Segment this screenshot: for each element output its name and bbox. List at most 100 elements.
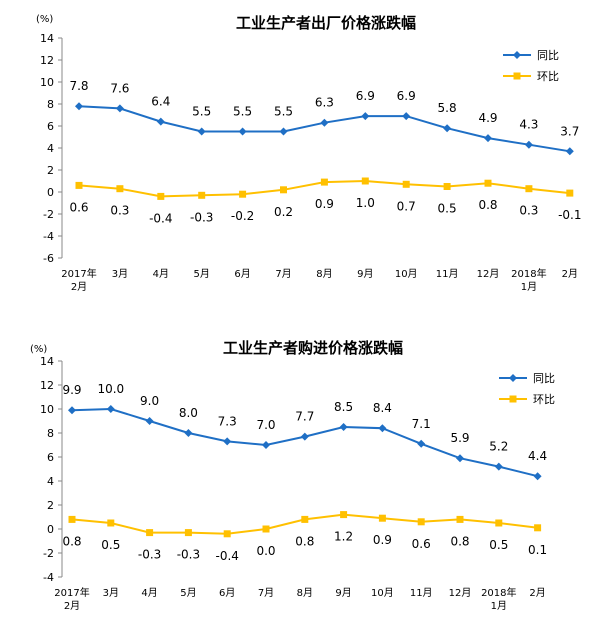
data-label: 0.3 <box>519 204 538 218</box>
x-tick-label: 4月 <box>141 587 157 599</box>
data-point-yoy <box>339 423 348 431</box>
y-tick-label: 6 <box>47 120 54 133</box>
y-tick-label: 14 <box>40 355 54 368</box>
legend-label: 同比 <box>537 49 559 62</box>
data-point-mom <box>456 515 464 523</box>
data-label: 0.0 <box>256 544 275 558</box>
data-point-yoy <box>320 118 329 127</box>
x-tick-label: 2月 <box>529 587 545 599</box>
data-label: 5.9 <box>450 431 469 445</box>
data-label: 0.7 <box>397 199 416 213</box>
data-label: -0.3 <box>190 210 213 224</box>
data-point-yoy <box>378 424 387 433</box>
y-tick-label: 12 <box>40 379 54 392</box>
y-tick-label: 8 <box>47 427 54 440</box>
data-point-yoy <box>494 462 503 471</box>
data-label: 8.5 <box>334 400 353 414</box>
data-label: 7.7 <box>295 410 314 424</box>
y-unit-label: (%) <box>30 344 47 355</box>
x-tick-label: 5月 <box>194 268 210 280</box>
data-label: -0.3 <box>177 548 200 562</box>
data-point-mom <box>157 192 165 200</box>
data-point-yoy <box>197 127 206 136</box>
data-label: 4.9 <box>478 111 497 125</box>
data-point-mom <box>320 178 328 186</box>
data-label: 9.9 <box>62 383 81 397</box>
x-tick-label: 10月 <box>371 587 394 599</box>
data-point-mom <box>262 525 270 533</box>
data-point-mom <box>495 519 503 527</box>
data-label: -0.2 <box>231 209 254 223</box>
y-tick-label: -2 <box>43 547 54 560</box>
legend-marker <box>509 395 517 403</box>
y-tick-label: -6 <box>43 252 54 265</box>
data-point-yoy <box>106 405 115 413</box>
y-tick-label: 8 <box>47 98 54 111</box>
legend-label: 同比 <box>533 372 555 385</box>
data-point-yoy <box>361 112 370 121</box>
data-point-mom <box>184 529 192 537</box>
data-point-yoy <box>238 127 247 136</box>
data-point-yoy <box>223 437 232 446</box>
data-point-yoy <box>279 127 288 136</box>
data-label: 4.3 <box>519 118 538 132</box>
y-tick-label: 0 <box>47 523 54 536</box>
data-point-yoy <box>524 140 533 149</box>
data-point-yoy <box>75 102 83 111</box>
data-point-mom <box>239 190 247 198</box>
y-tick-label: 2 <box>47 499 54 512</box>
data-label: 0.8 <box>62 534 81 548</box>
data-point-mom <box>198 191 206 199</box>
data-point-yoy <box>300 432 309 441</box>
x-tick-label: 2018年 1月 <box>481 586 516 612</box>
data-label: 4.4 <box>528 449 547 463</box>
x-tick-label: 11月 <box>410 587 433 599</box>
y-tick-label: 12 <box>40 54 54 67</box>
y-tick-label: 4 <box>47 142 54 155</box>
data-label: 0.8 <box>295 534 314 548</box>
data-label: 6.3 <box>315 96 334 110</box>
data-point-mom <box>107 519 115 527</box>
data-label: 0.2 <box>274 205 293 219</box>
data-label: 7.6 <box>110 81 129 95</box>
x-tick-label: 2017年 2月 <box>54 586 89 612</box>
x-tick-label: 9月 <box>357 268 373 280</box>
data-label: 7.1 <box>412 417 431 431</box>
legend-marker <box>513 51 521 59</box>
data-point-yoy <box>68 406 76 415</box>
x-tick-label: 10月 <box>395 268 418 280</box>
data-label: 0.3 <box>110 204 129 218</box>
x-tick-label: 7月 <box>258 587 274 599</box>
data-point-mom <box>566 189 574 197</box>
data-point-yoy <box>484 134 492 143</box>
data-label: 6.4 <box>151 95 170 109</box>
data-label: 0.9 <box>315 197 334 211</box>
data-point-mom <box>146 529 154 537</box>
legend-marker <box>509 374 517 382</box>
x-tick-label: 8月 <box>297 587 313 599</box>
x-tick-label: 8月 <box>316 268 332 280</box>
data-point-mom <box>443 183 451 190</box>
legend-marker <box>513 72 521 80</box>
data-label: 8.0 <box>179 406 198 420</box>
data-point-mom <box>280 186 287 194</box>
data-label: 0.8 <box>450 534 469 548</box>
y-tick-label: -4 <box>43 571 54 584</box>
data-label: 0.1 <box>528 543 547 557</box>
data-label: 5.8 <box>438 101 457 115</box>
y-tick-label: 10 <box>40 403 54 416</box>
chart-2: 工业生产者购进价格涨跌幅 (%) -4 -2 0 2 4 6 8 10 12 14 2017年 2月 3月 4… <box>30 339 555 612</box>
x-tick-label: 6月 <box>219 587 235 599</box>
y-tick-label: 6 <box>47 451 54 464</box>
data-label: 9.0 <box>140 394 159 408</box>
y-tick-label: -4 <box>43 230 54 243</box>
data-point-mom <box>340 511 348 519</box>
y-tick-label: 14 <box>40 32 54 45</box>
data-point-mom <box>402 180 410 188</box>
data-label: -0.3 <box>138 548 161 562</box>
data-label: 5.5 <box>274 105 293 119</box>
data-label: 0.6 <box>69 200 88 214</box>
x-tick-label: 11月 <box>436 268 459 280</box>
data-label: 3.7 <box>560 124 579 138</box>
y-tick-label: 0 <box>47 186 54 199</box>
